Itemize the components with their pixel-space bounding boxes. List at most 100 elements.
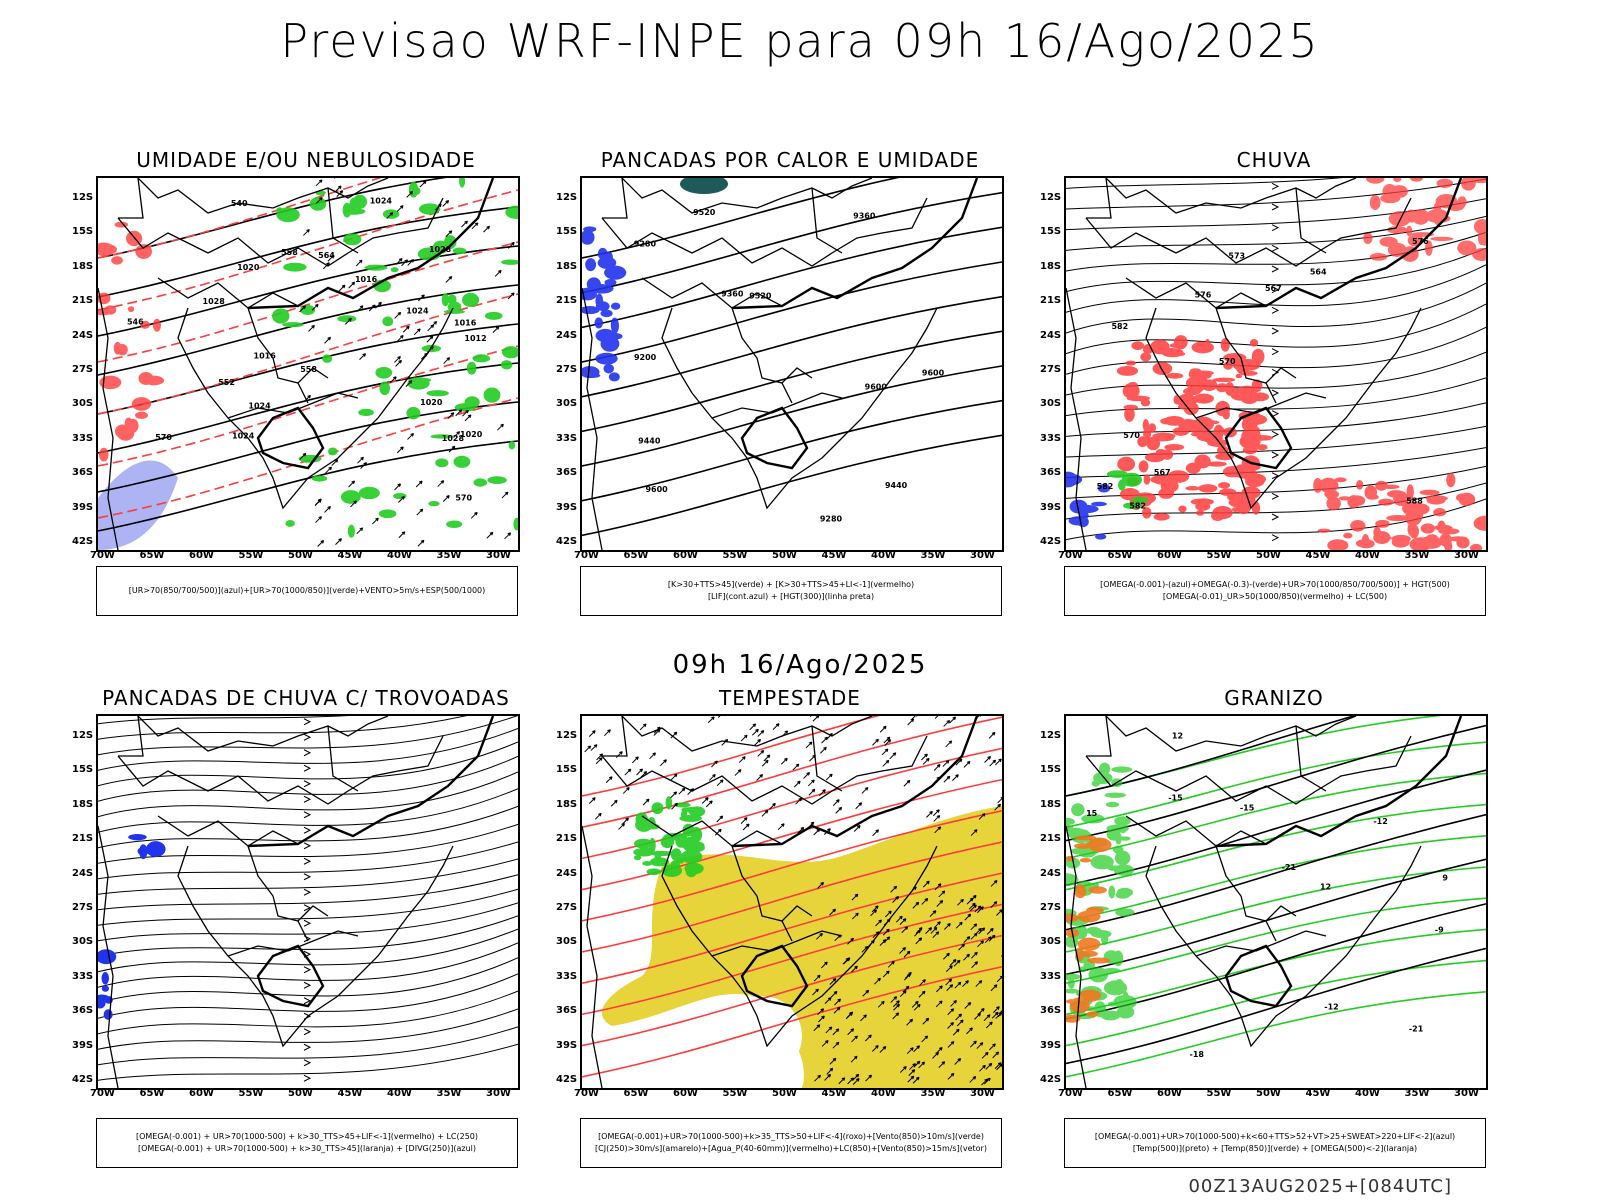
contour-label: 9520 xyxy=(693,208,716,217)
shaded-cell xyxy=(1355,539,1375,548)
lat-tick-label: 42S xyxy=(72,536,94,547)
shaded-cell xyxy=(484,311,503,320)
uruguay-border xyxy=(740,944,809,1008)
contour-label: 1028 xyxy=(442,434,465,443)
shaded-cell xyxy=(1185,462,1201,474)
clear-area xyxy=(722,996,802,1076)
contour-label: -21 xyxy=(1409,1024,1424,1033)
streamline xyxy=(1066,482,1486,520)
wind-vector xyxy=(407,258,415,266)
wind-vector xyxy=(825,1026,833,1034)
humidity-shading xyxy=(98,460,178,550)
border-line xyxy=(1215,845,1297,922)
border-line xyxy=(602,178,628,219)
lon-tick-label: 30W xyxy=(1454,550,1479,561)
wind-vector xyxy=(622,786,630,794)
shaded-cell xyxy=(426,390,449,397)
shaded-cell xyxy=(1119,836,1131,841)
wind-vector xyxy=(453,431,461,438)
shaded-cell xyxy=(680,849,703,864)
border-line xyxy=(98,825,119,1088)
shaded-cell xyxy=(127,306,135,313)
border-line xyxy=(327,187,359,254)
uruguay-border xyxy=(256,406,325,470)
wind-vector xyxy=(624,768,632,776)
contour-label: 552 xyxy=(218,378,235,387)
lat-tick-label: 27S xyxy=(72,364,94,375)
shaded-cell xyxy=(1406,225,1413,237)
lon-tick-label: 35W xyxy=(1404,550,1430,561)
wind-vector xyxy=(461,220,468,228)
contour-line xyxy=(98,401,518,493)
shaded-cell xyxy=(1317,528,1331,533)
shaded-cell xyxy=(1151,435,1175,442)
wind-vector xyxy=(947,1022,954,1029)
shaded-cell xyxy=(651,802,664,815)
shaded-cell xyxy=(1222,466,1242,478)
contour-label: 1024 xyxy=(232,431,255,440)
shaded-cell xyxy=(1198,484,1218,493)
wind-vector xyxy=(934,826,942,834)
contour-line xyxy=(98,206,518,298)
shaded-cell xyxy=(127,418,139,433)
shaded-cell xyxy=(435,458,449,468)
map-pancadas-calor: 9600 9600 9600 9520 9520 9440 9440 9360 9360 9280… xyxy=(580,176,1004,552)
wind-vector xyxy=(777,823,785,831)
shaded-cell xyxy=(1195,502,1211,511)
wind-vector xyxy=(934,716,939,719)
shaded-cell xyxy=(135,244,152,259)
contour-label: 588 xyxy=(1406,496,1423,505)
wind-vector xyxy=(933,814,941,822)
lat-tick-label: 39S xyxy=(72,501,94,513)
lat-tick-label: 21S xyxy=(556,295,578,307)
shaded-cell xyxy=(283,262,307,272)
wind-vector xyxy=(949,959,957,966)
shaded-cell xyxy=(98,308,112,316)
lon-tick-label: 45W xyxy=(1305,1088,1331,1099)
border-line xyxy=(177,845,454,1048)
streamline xyxy=(1066,178,1486,210)
shaded-cell xyxy=(501,259,518,265)
wind-vector xyxy=(989,1043,996,1051)
streamline-arrow xyxy=(303,919,312,927)
wind-vector xyxy=(350,500,357,508)
wind-vector xyxy=(992,1051,1000,1059)
wind-vector xyxy=(978,812,986,820)
wind-vector xyxy=(795,797,803,805)
shaded-cell xyxy=(1215,377,1236,382)
wind-vector xyxy=(501,491,509,499)
shaded-cell xyxy=(358,408,374,417)
contour-line xyxy=(1066,741,1486,828)
omega-green xyxy=(1106,470,1149,510)
contour-label: 1020 xyxy=(460,430,483,439)
wind-vector xyxy=(670,791,678,799)
wind-vector xyxy=(889,752,897,760)
map-tempestade xyxy=(580,714,1004,1090)
legend-chuva: [OMEGA(-0.001)-(azul)+OMEGA(-0.3)-(verde… xyxy=(1064,566,1486,616)
wind-vector xyxy=(989,759,997,767)
shaded-cell xyxy=(1106,824,1129,833)
contour-line xyxy=(582,716,880,797)
shaded-cell xyxy=(1378,498,1394,506)
wind-vector xyxy=(406,190,414,198)
wind-vector xyxy=(990,901,998,908)
lon-tick-label: 70W xyxy=(90,550,115,561)
shaded-cell xyxy=(1223,361,1233,370)
contour-line xyxy=(582,226,1002,329)
shaded-cell xyxy=(358,486,380,500)
wind-vector xyxy=(879,725,887,733)
contour-line xyxy=(1066,897,1486,984)
shaded-cell xyxy=(103,1009,113,1020)
wind-vector xyxy=(819,789,826,797)
shaded-cell xyxy=(1250,435,1273,441)
shaded-cell xyxy=(1068,516,1088,526)
wind-vector xyxy=(338,284,346,292)
shaded-cell xyxy=(1444,540,1453,550)
shaded-cell xyxy=(1456,536,1470,549)
shaded-cell xyxy=(505,205,518,219)
contour-label: 1028 xyxy=(429,245,452,254)
wind-vector xyxy=(901,926,909,934)
lon-tick-label: 50W xyxy=(1256,550,1281,561)
lon-tick-label: 60W xyxy=(673,1088,698,1099)
wind-vector xyxy=(742,823,750,831)
